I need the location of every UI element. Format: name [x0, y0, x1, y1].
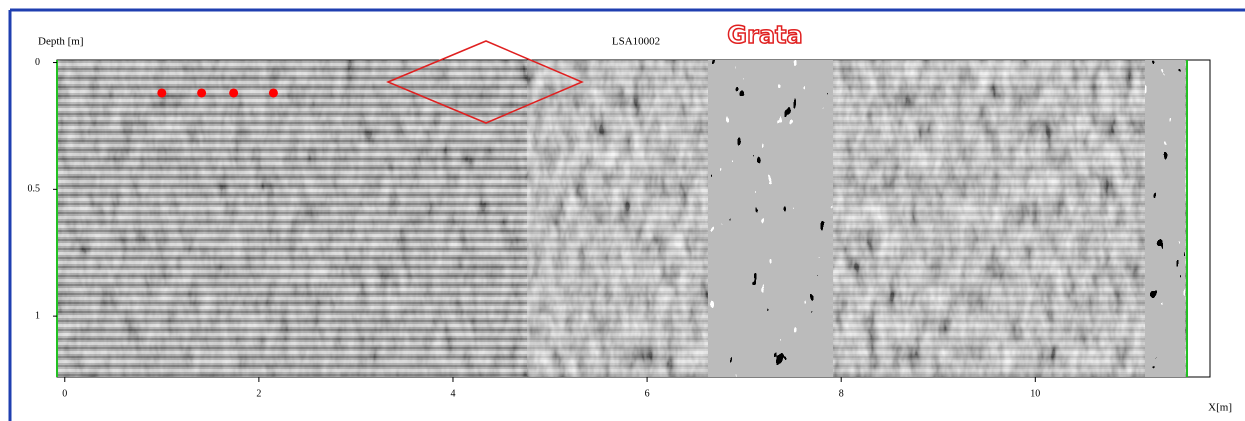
marker-point: [229, 88, 238, 97]
x-tick-label: 10: [1030, 388, 1040, 399]
marker-point: [197, 88, 206, 97]
x-tick-label: 6: [645, 388, 650, 399]
chart: Depth [m] LSA10002 Grata X[m] 0 2 4 6 8 10 0 0.…: [0, 0, 1245, 421]
x-tick-label: 4: [450, 388, 455, 399]
radar-layers: [57, 60, 527, 377]
y-tick-label: 1: [35, 310, 40, 321]
y-axis-label: Depth [m]: [38, 36, 84, 48]
radar-anomaly: [708, 60, 833, 377]
marker-point: [269, 88, 278, 97]
y-tick-label: 0.5: [28, 184, 41, 195]
marker-point: [157, 88, 166, 97]
chart-title: LSA10002: [612, 36, 660, 48]
x-tick-label: 2: [256, 388, 261, 399]
x-tick-label: 8: [839, 388, 844, 399]
x-tick-label: 0: [62, 388, 67, 399]
x-axis-label: X[m]: [1208, 402, 1232, 414]
page: Depth [m] LSA10002 Grata X[m] 0 2 4 6 8 10 0 0.…: [0, 0, 1245, 421]
annotation: Grata: [727, 21, 802, 49]
radar-edge: [1145, 60, 1185, 377]
y-tick-label: 0: [35, 57, 40, 68]
